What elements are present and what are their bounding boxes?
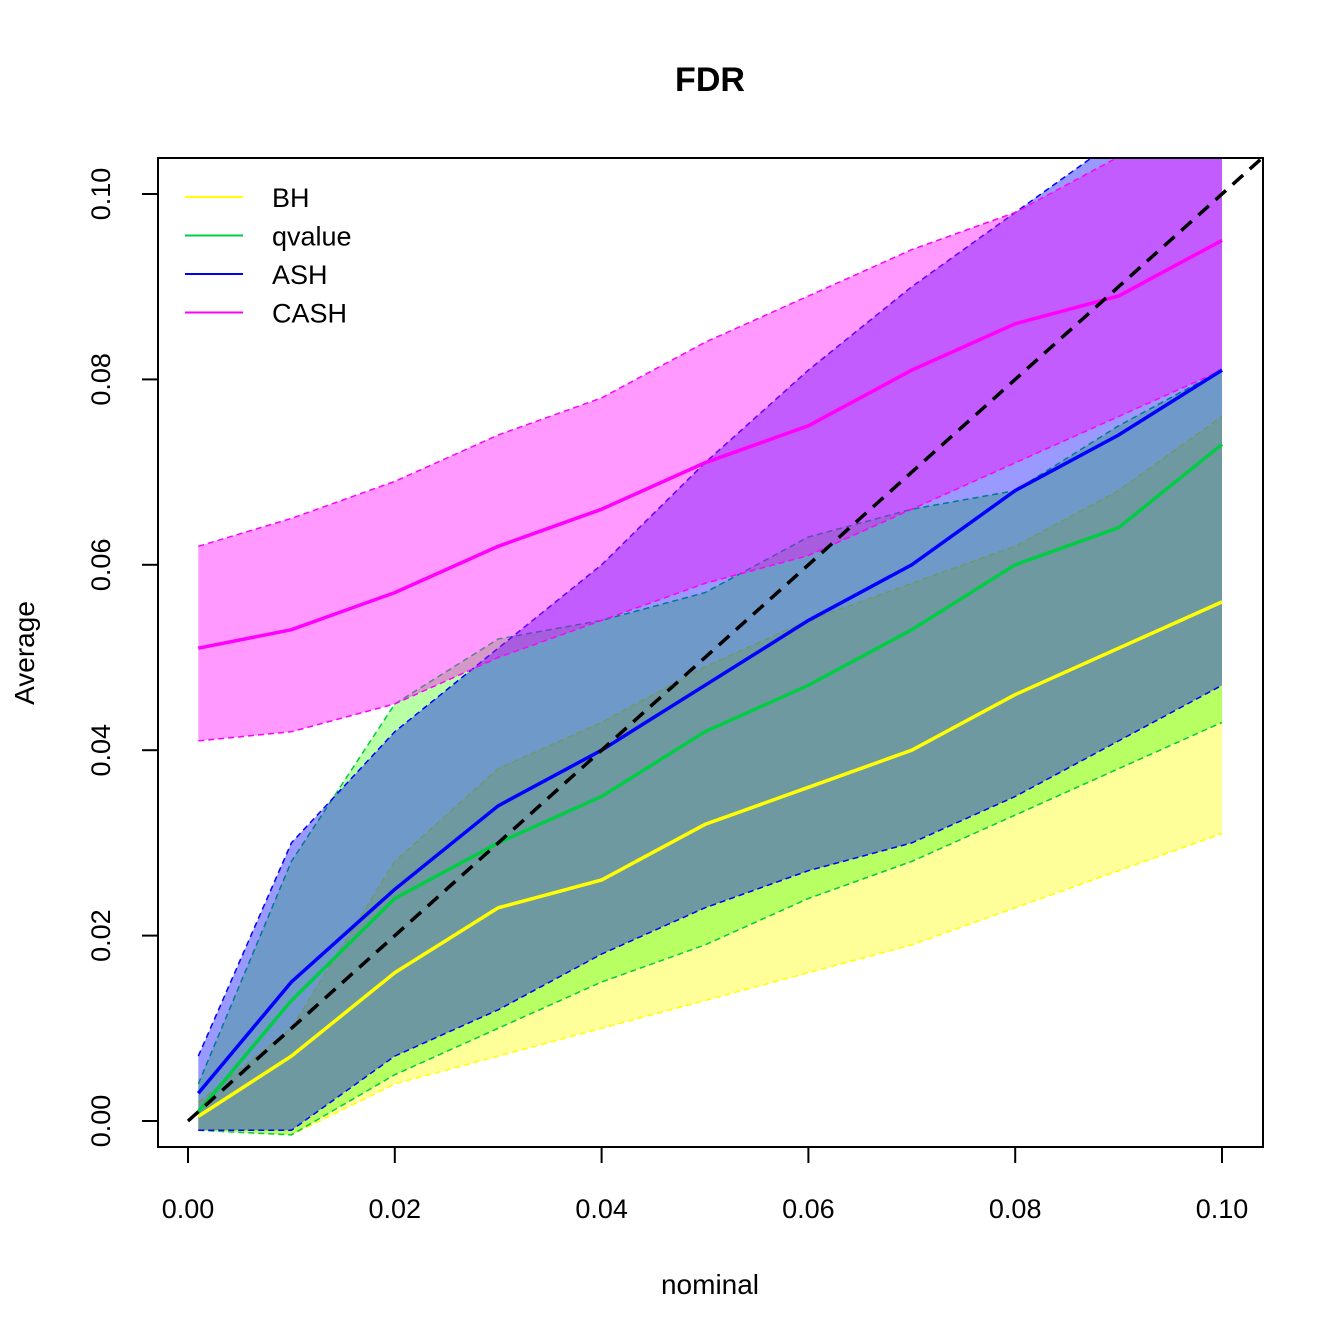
y-tick-label: 0.08 — [86, 353, 116, 406]
y-tick-label: 0.06 — [86, 539, 116, 592]
y-tick-label: 0.00 — [86, 1095, 116, 1148]
band-lower-ASH — [198, 684, 1223, 1132]
band-qvalue — [198, 370, 1223, 1135]
x-tick-label: 0.06 — [782, 1194, 835, 1224]
band-upper-CASH — [198, 158, 1119, 548]
x-tick-label: 0.04 — [575, 1194, 628, 1224]
series-line-ASH — [196, 368, 1223, 1095]
chart-title: FDR — [675, 61, 745, 99]
x-axis: 0.00 0.02 0.04 0.06 0.08 0.10 — [162, 1146, 1249, 1224]
band-lower-qvalue — [198, 721, 1223, 1136]
band-lower-BH — [198, 832, 1223, 1136]
legend-label-ASH: ASH — [272, 260, 328, 290]
y-axis: 0.00 0.02 0.04 0.06 0.08 0.10 — [86, 168, 159, 1148]
y-tick-label: 0.02 — [86, 909, 116, 962]
x-tick-label: 0.10 — [1196, 1194, 1249, 1224]
y-tick-label: 0.04 — [86, 724, 116, 777]
legend-label-qvalue: qvalue — [272, 222, 352, 252]
band-ASH — [198, 158, 1222, 1131]
series-line-CASH — [197, 238, 1223, 650]
series-lines — [196, 238, 1224, 1118]
y-tick-label: 0.10 — [86, 168, 116, 221]
series-line-BH — [197, 600, 1223, 1118]
x-axis-label: nominal — [661, 1269, 759, 1300]
y-axis-label: Average — [9, 601, 40, 705]
x-tick-label: 0.02 — [369, 1194, 422, 1224]
series-line-qvalue — [196, 442, 1224, 1113]
band-CASH — [198, 158, 1222, 741]
legend: BH qvalue ASH CASH — [185, 183, 352, 329]
legend-label-CASH: CASH — [272, 299, 347, 329]
band-upper-qvalue — [197, 369, 1223, 1085]
reference-line — [186, 158, 1263, 1123]
reference-line-group — [186, 158, 1263, 1123]
x-tick-label: 0.00 — [162, 1194, 215, 1224]
x-tick-label: 0.08 — [989, 1194, 1042, 1224]
legend-label-BH: BH — [272, 183, 310, 213]
band-lower-CASH — [198, 369, 1223, 742]
band-upper-BH — [197, 415, 1223, 1104]
